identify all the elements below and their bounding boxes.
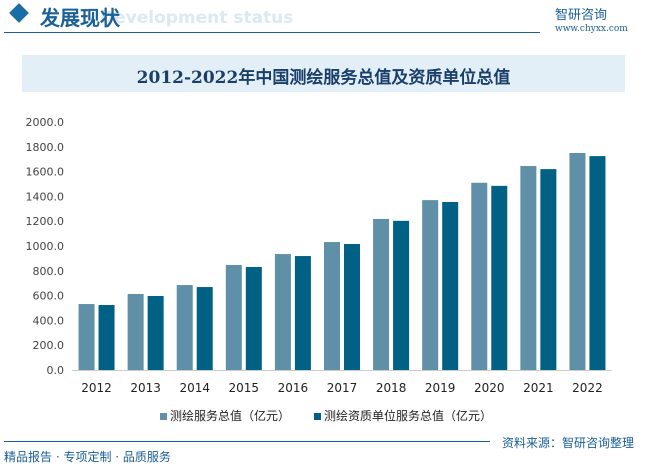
- x-tick-label: 2015: [229, 381, 260, 395]
- bar-2-2018: [393, 220, 410, 370]
- y-tick-label: 800.0: [33, 265, 65, 278]
- y-tick-label: 1600.0: [26, 166, 65, 179]
- legend-label-2: 测绘资质单位服务总值（亿元）: [324, 409, 493, 423]
- y-tick-label: 2000.0: [26, 116, 65, 129]
- bar-1-2020: [471, 182, 488, 370]
- bar-1-2021: [520, 166, 537, 370]
- bar-2-2021: [540, 169, 557, 370]
- bar-1-2022: [569, 153, 586, 370]
- title-bar: 2012-2022年中国测绘服务总值及资质单位总值: [22, 55, 625, 92]
- bar-2-2017: [344, 244, 360, 370]
- y-tick-label: 200.0: [33, 339, 65, 352]
- bar-1-2019: [422, 200, 439, 370]
- y-tick-label: 1200.0: [26, 215, 65, 228]
- x-tick-label: 2020: [474, 381, 505, 395]
- x-tick-label: 2019: [425, 381, 456, 395]
- bar-2-2019: [442, 201, 459, 370]
- y-tick-label: 1800.0: [26, 141, 65, 154]
- bar-1-2014: [176, 285, 193, 370]
- section-title: 发展现状: [40, 6, 120, 30]
- source-note: 资料来源：智研咨询整理: [502, 436, 635, 450]
- tagline: 精品报告 · 专项定制 · 品质服务: [4, 450, 171, 464]
- legend: 测绘服务总值（亿元） 测绘资质单位服务总值（亿元）: [160, 407, 492, 424]
- bar-1-2012: [78, 304, 95, 370]
- divider: [4, 32, 540, 33]
- x-tick-label: 2016: [278, 381, 309, 395]
- chart: 0.0 200.0 400.0 600.0 800.0 1000.0 1200.0 1400.…: [26, 116, 612, 395]
- y-tick-label: 1400.0: [26, 190, 65, 203]
- x-tick-label: 2022: [572, 381, 603, 395]
- bar-1-2018: [373, 218, 390, 370]
- bar-2-2012: [98, 305, 115, 370]
- y-tick-label: 0.0: [47, 364, 65, 377]
- legend-label-1: 测绘服务总值（亿元）: [170, 409, 291, 423]
- y-tick-label: 1000.0: [26, 240, 65, 253]
- bar-2-2015: [245, 266, 262, 370]
- x-tick-label: 2021: [523, 381, 554, 395]
- bar-2-2014: [196, 287, 213, 370]
- section-title-en: Development status: [100, 8, 294, 28]
- legend-item-2: 测绘资质单位服务总值（亿元）: [314, 407, 492, 424]
- x-tick-label: 2012: [81, 381, 112, 395]
- footer-divider: [4, 441, 490, 442]
- y-tick-label: 400.0: [33, 314, 65, 327]
- legend-item-1: 测绘服务总值（亿元）: [160, 407, 290, 424]
- bar-1-2016: [274, 254, 291, 370]
- x-tick-label: 2018: [376, 381, 407, 395]
- x-tick-label: 2013: [130, 381, 161, 395]
- x-tick-label: 2014: [179, 381, 210, 395]
- bar-2-2020: [491, 185, 508, 370]
- y-tick-label: 600.0: [33, 290, 65, 303]
- logo: 智研咨询: [555, 8, 608, 23]
- header: Development status 发展现状 智研咨询 www.chyxx.c…: [0, 0, 651, 40]
- x-tick-label: 2017: [327, 381, 358, 395]
- bar-1-2015: [225, 264, 242, 370]
- bar-2-2016: [294, 256, 311, 370]
- bar-2-2022: [589, 156, 606, 370]
- bar-1-2017: [324, 242, 340, 370]
- logo-url: www.chyxx.com: [555, 24, 628, 34]
- bar-2-2013: [147, 295, 164, 370]
- bar-1-2013: [127, 293, 144, 370]
- chart-title: 2012-2022年中国测绘服务总值及资质单位总值: [136, 68, 511, 88]
